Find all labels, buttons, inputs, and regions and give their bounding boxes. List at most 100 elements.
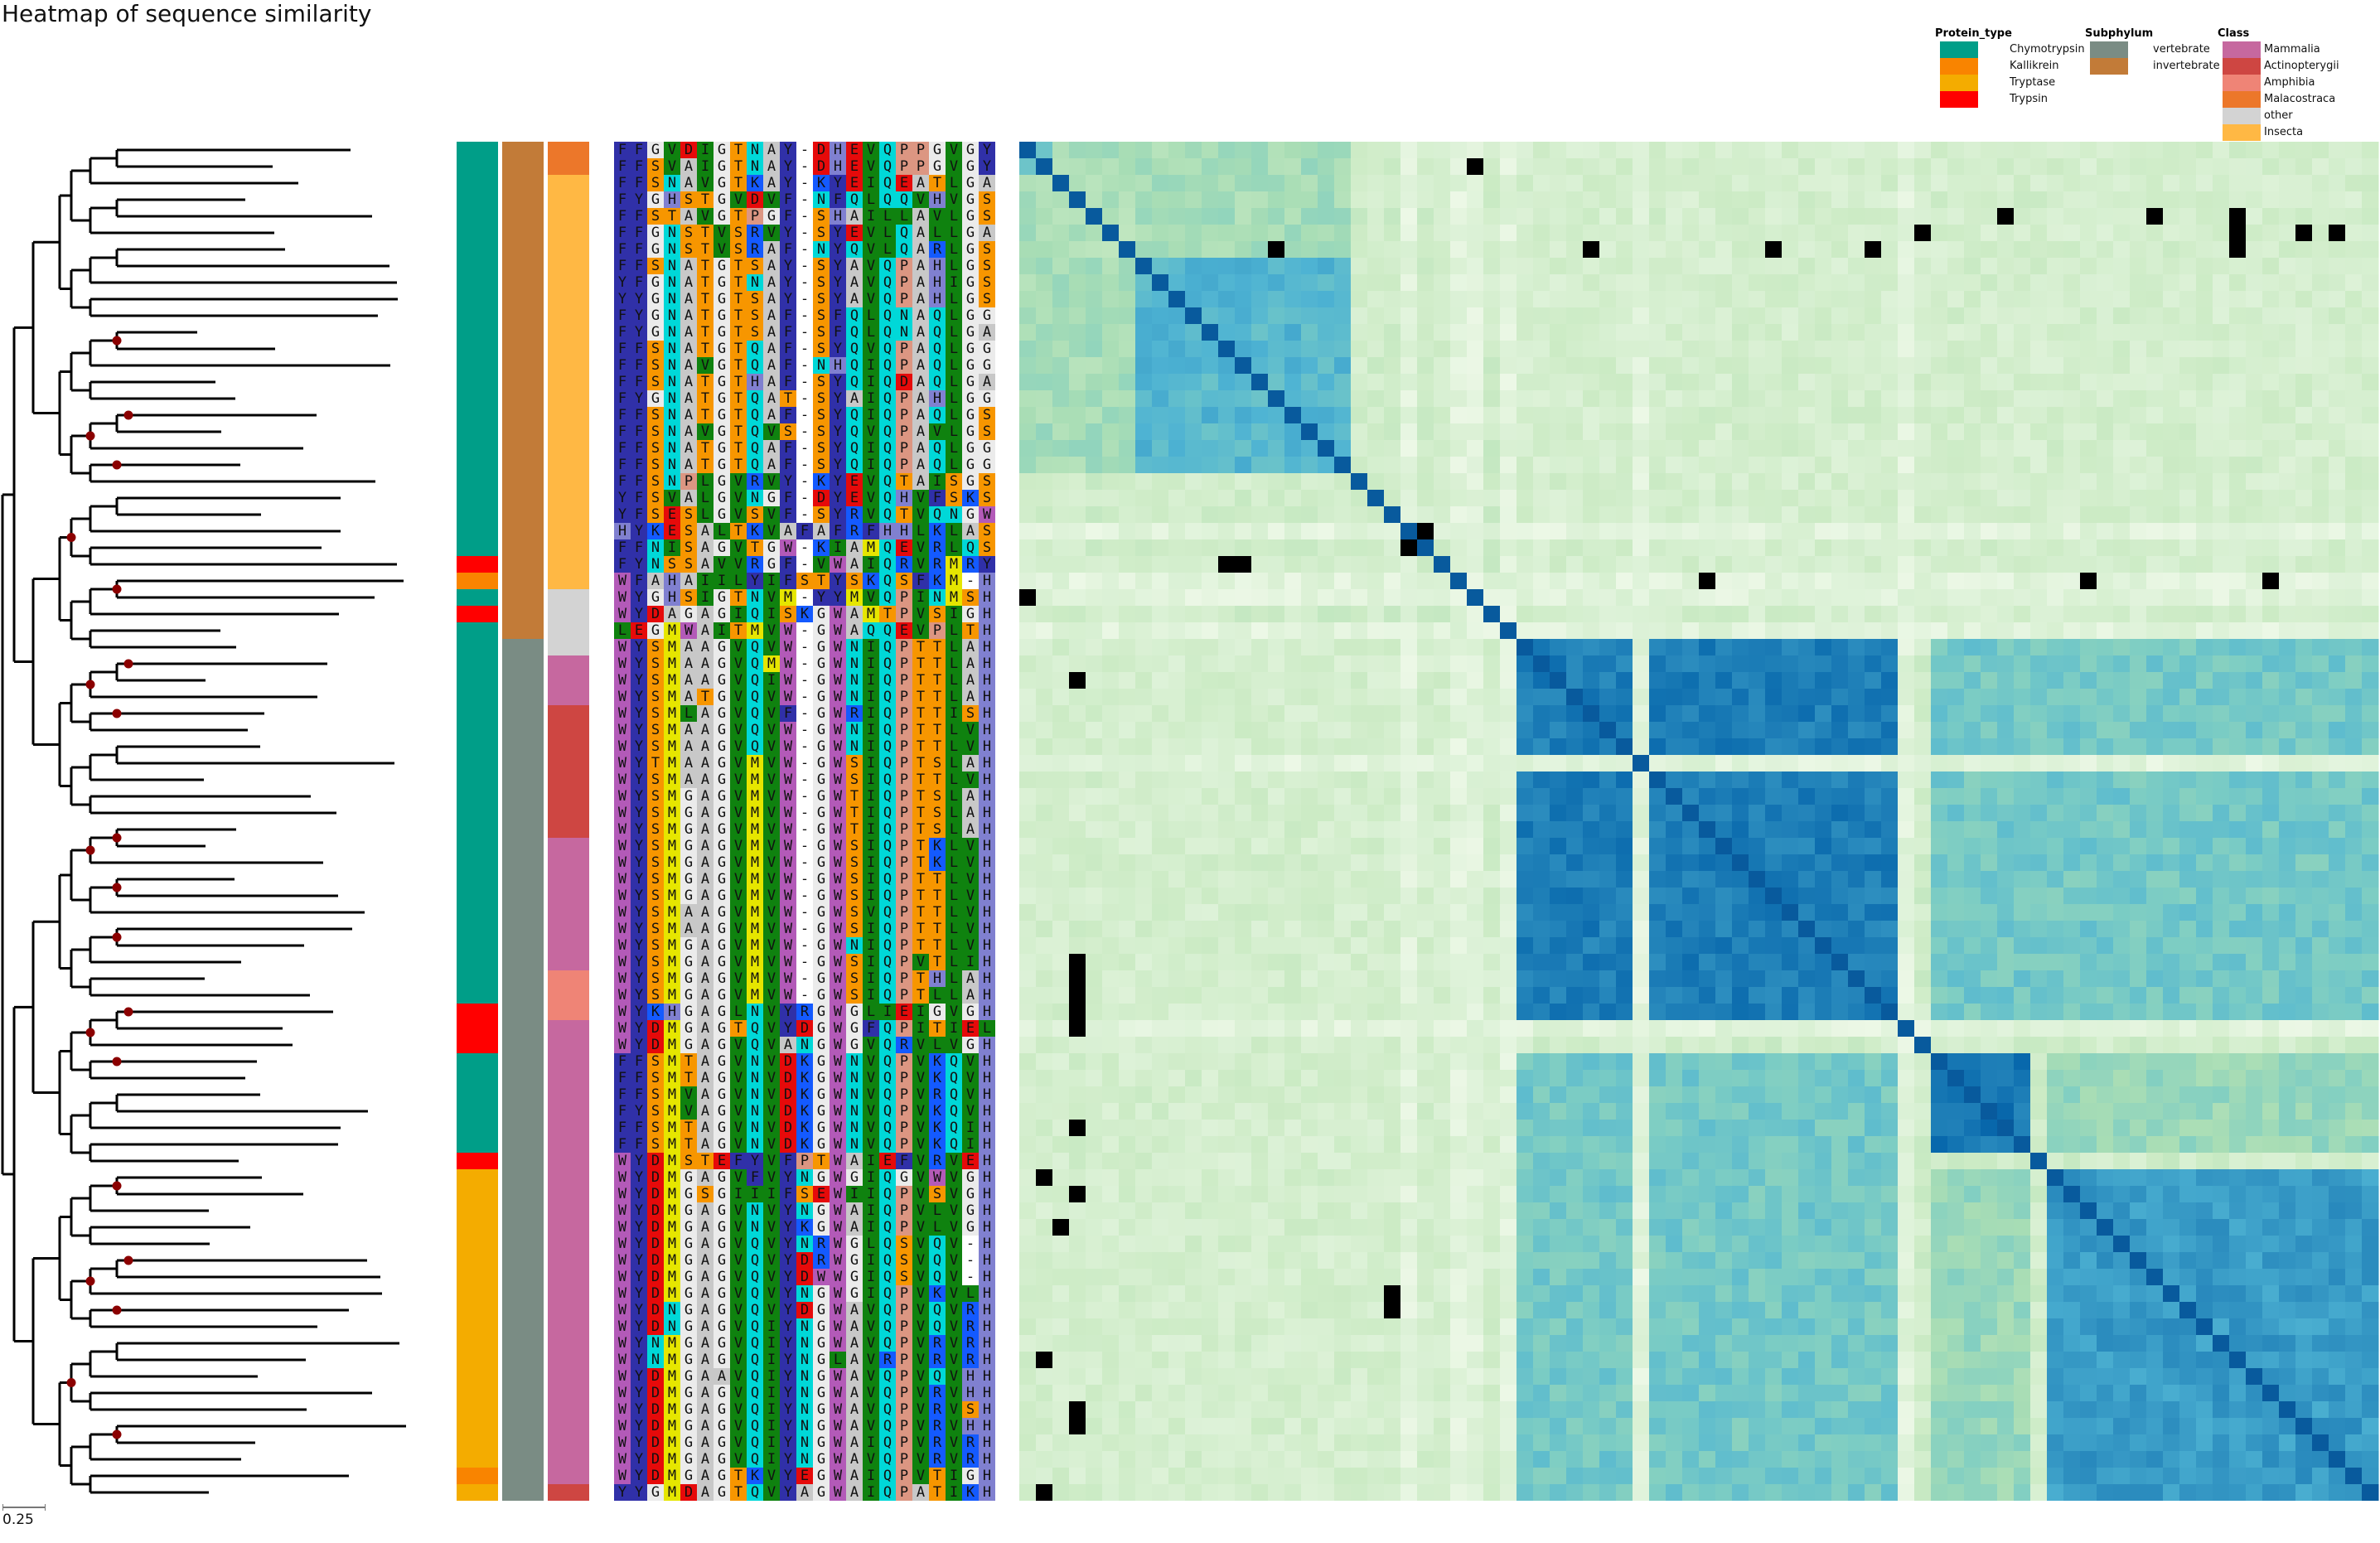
- residue: P: [796, 1153, 813, 1169]
- residue: V: [946, 142, 962, 158]
- residue: A: [912, 324, 929, 341]
- residue: K: [929, 1136, 946, 1153]
- residue: S: [647, 888, 664, 904]
- residue: W: [830, 1434, 846, 1451]
- residue: V: [863, 1086, 879, 1103]
- residue: I: [730, 606, 747, 622]
- residue: H: [896, 490, 912, 506]
- residue: P: [896, 390, 912, 407]
- residue: H: [979, 1434, 995, 1451]
- residue: A: [680, 738, 697, 755]
- residue: Y: [830, 457, 846, 473]
- residue: S: [846, 970, 863, 987]
- residue: F: [780, 374, 796, 390]
- residue: G: [680, 1468, 697, 1484]
- residue: -: [796, 390, 813, 407]
- residue: G: [714, 1120, 730, 1136]
- residue: G: [714, 722, 730, 738]
- residue: Q: [946, 1070, 962, 1086]
- residue: A: [697, 705, 714, 722]
- residue: H: [979, 1103, 995, 1120]
- annotation-segment-mammalia: [548, 655, 589, 705]
- residue: P: [896, 1352, 912, 1368]
- residue: W: [614, 838, 631, 854]
- residue: V: [697, 423, 714, 440]
- residue: V: [946, 1153, 962, 1169]
- residue: G: [680, 954, 697, 970]
- residue: V: [730, 1368, 747, 1385]
- residue: V: [763, 1219, 780, 1236]
- residue: S: [813, 307, 830, 324]
- residue: R: [929, 241, 946, 258]
- residue: V: [863, 1318, 879, 1335]
- residue: A: [763, 158, 780, 175]
- residue: M: [747, 970, 763, 987]
- residue: S: [730, 225, 747, 241]
- residue: Q: [929, 1318, 946, 1335]
- residue: K: [929, 523, 946, 539]
- residue: I: [863, 871, 879, 888]
- residue: A: [697, 1418, 714, 1434]
- residue: G: [714, 821, 730, 838]
- residue: Y: [631, 904, 647, 921]
- residue: Y: [631, 523, 647, 539]
- residue: N: [846, 655, 863, 672]
- residue: R: [879, 1352, 896, 1368]
- legend-swatch-kallikrein: [1940, 58, 1978, 75]
- residue: W: [830, 705, 846, 722]
- residue: Q: [896, 225, 912, 241]
- residue: W: [830, 639, 846, 655]
- residue: -: [796, 357, 813, 374]
- residue: V: [946, 1269, 962, 1285]
- residue: F: [747, 1169, 763, 1186]
- residue: G: [813, 1136, 830, 1153]
- residue: V: [912, 1236, 929, 1252]
- residue: V: [912, 1219, 929, 1236]
- residue: A: [697, 1120, 714, 1136]
- residue: W: [614, 871, 631, 888]
- residue: I: [763, 1451, 780, 1468]
- residue: G: [813, 871, 830, 888]
- residue: T: [697, 374, 714, 390]
- residue: N: [796, 1335, 813, 1352]
- residue: Q: [879, 506, 896, 523]
- residue: S: [896, 1269, 912, 1285]
- residue: G: [714, 490, 730, 506]
- residue: Q: [879, 1468, 896, 1484]
- residue: M: [747, 987, 763, 1004]
- residue: G: [714, 705, 730, 722]
- residue: S: [647, 672, 664, 689]
- residue: V: [912, 1302, 929, 1318]
- residue: Q: [929, 307, 946, 324]
- residue: I: [763, 1318, 780, 1335]
- residue: S: [813, 407, 830, 423]
- residue: G: [647, 589, 664, 606]
- residue: V: [680, 1086, 697, 1103]
- residue: G: [714, 208, 730, 225]
- residue: M: [664, 1484, 680, 1501]
- residue: G: [647, 225, 664, 241]
- residue: V: [714, 556, 730, 573]
- residue: R: [896, 556, 912, 573]
- residue: R: [896, 1037, 912, 1053]
- residue: W: [614, 954, 631, 970]
- residue: I: [747, 1186, 763, 1202]
- residue: P: [896, 987, 912, 1004]
- residue: K: [813, 539, 830, 556]
- residue: A: [680, 175, 697, 191]
- residue: P: [896, 755, 912, 772]
- residue: T: [680, 1070, 697, 1086]
- residue: N: [796, 1236, 813, 1252]
- residue: V: [962, 921, 979, 937]
- residue: P: [896, 1120, 912, 1136]
- residue: P: [896, 738, 912, 755]
- residue: P: [896, 1468, 912, 1484]
- residue: Y: [780, 274, 796, 291]
- residue: N: [846, 1136, 863, 1153]
- residue: V: [730, 639, 747, 655]
- residue: A: [680, 258, 697, 274]
- residue: G: [680, 1269, 697, 1285]
